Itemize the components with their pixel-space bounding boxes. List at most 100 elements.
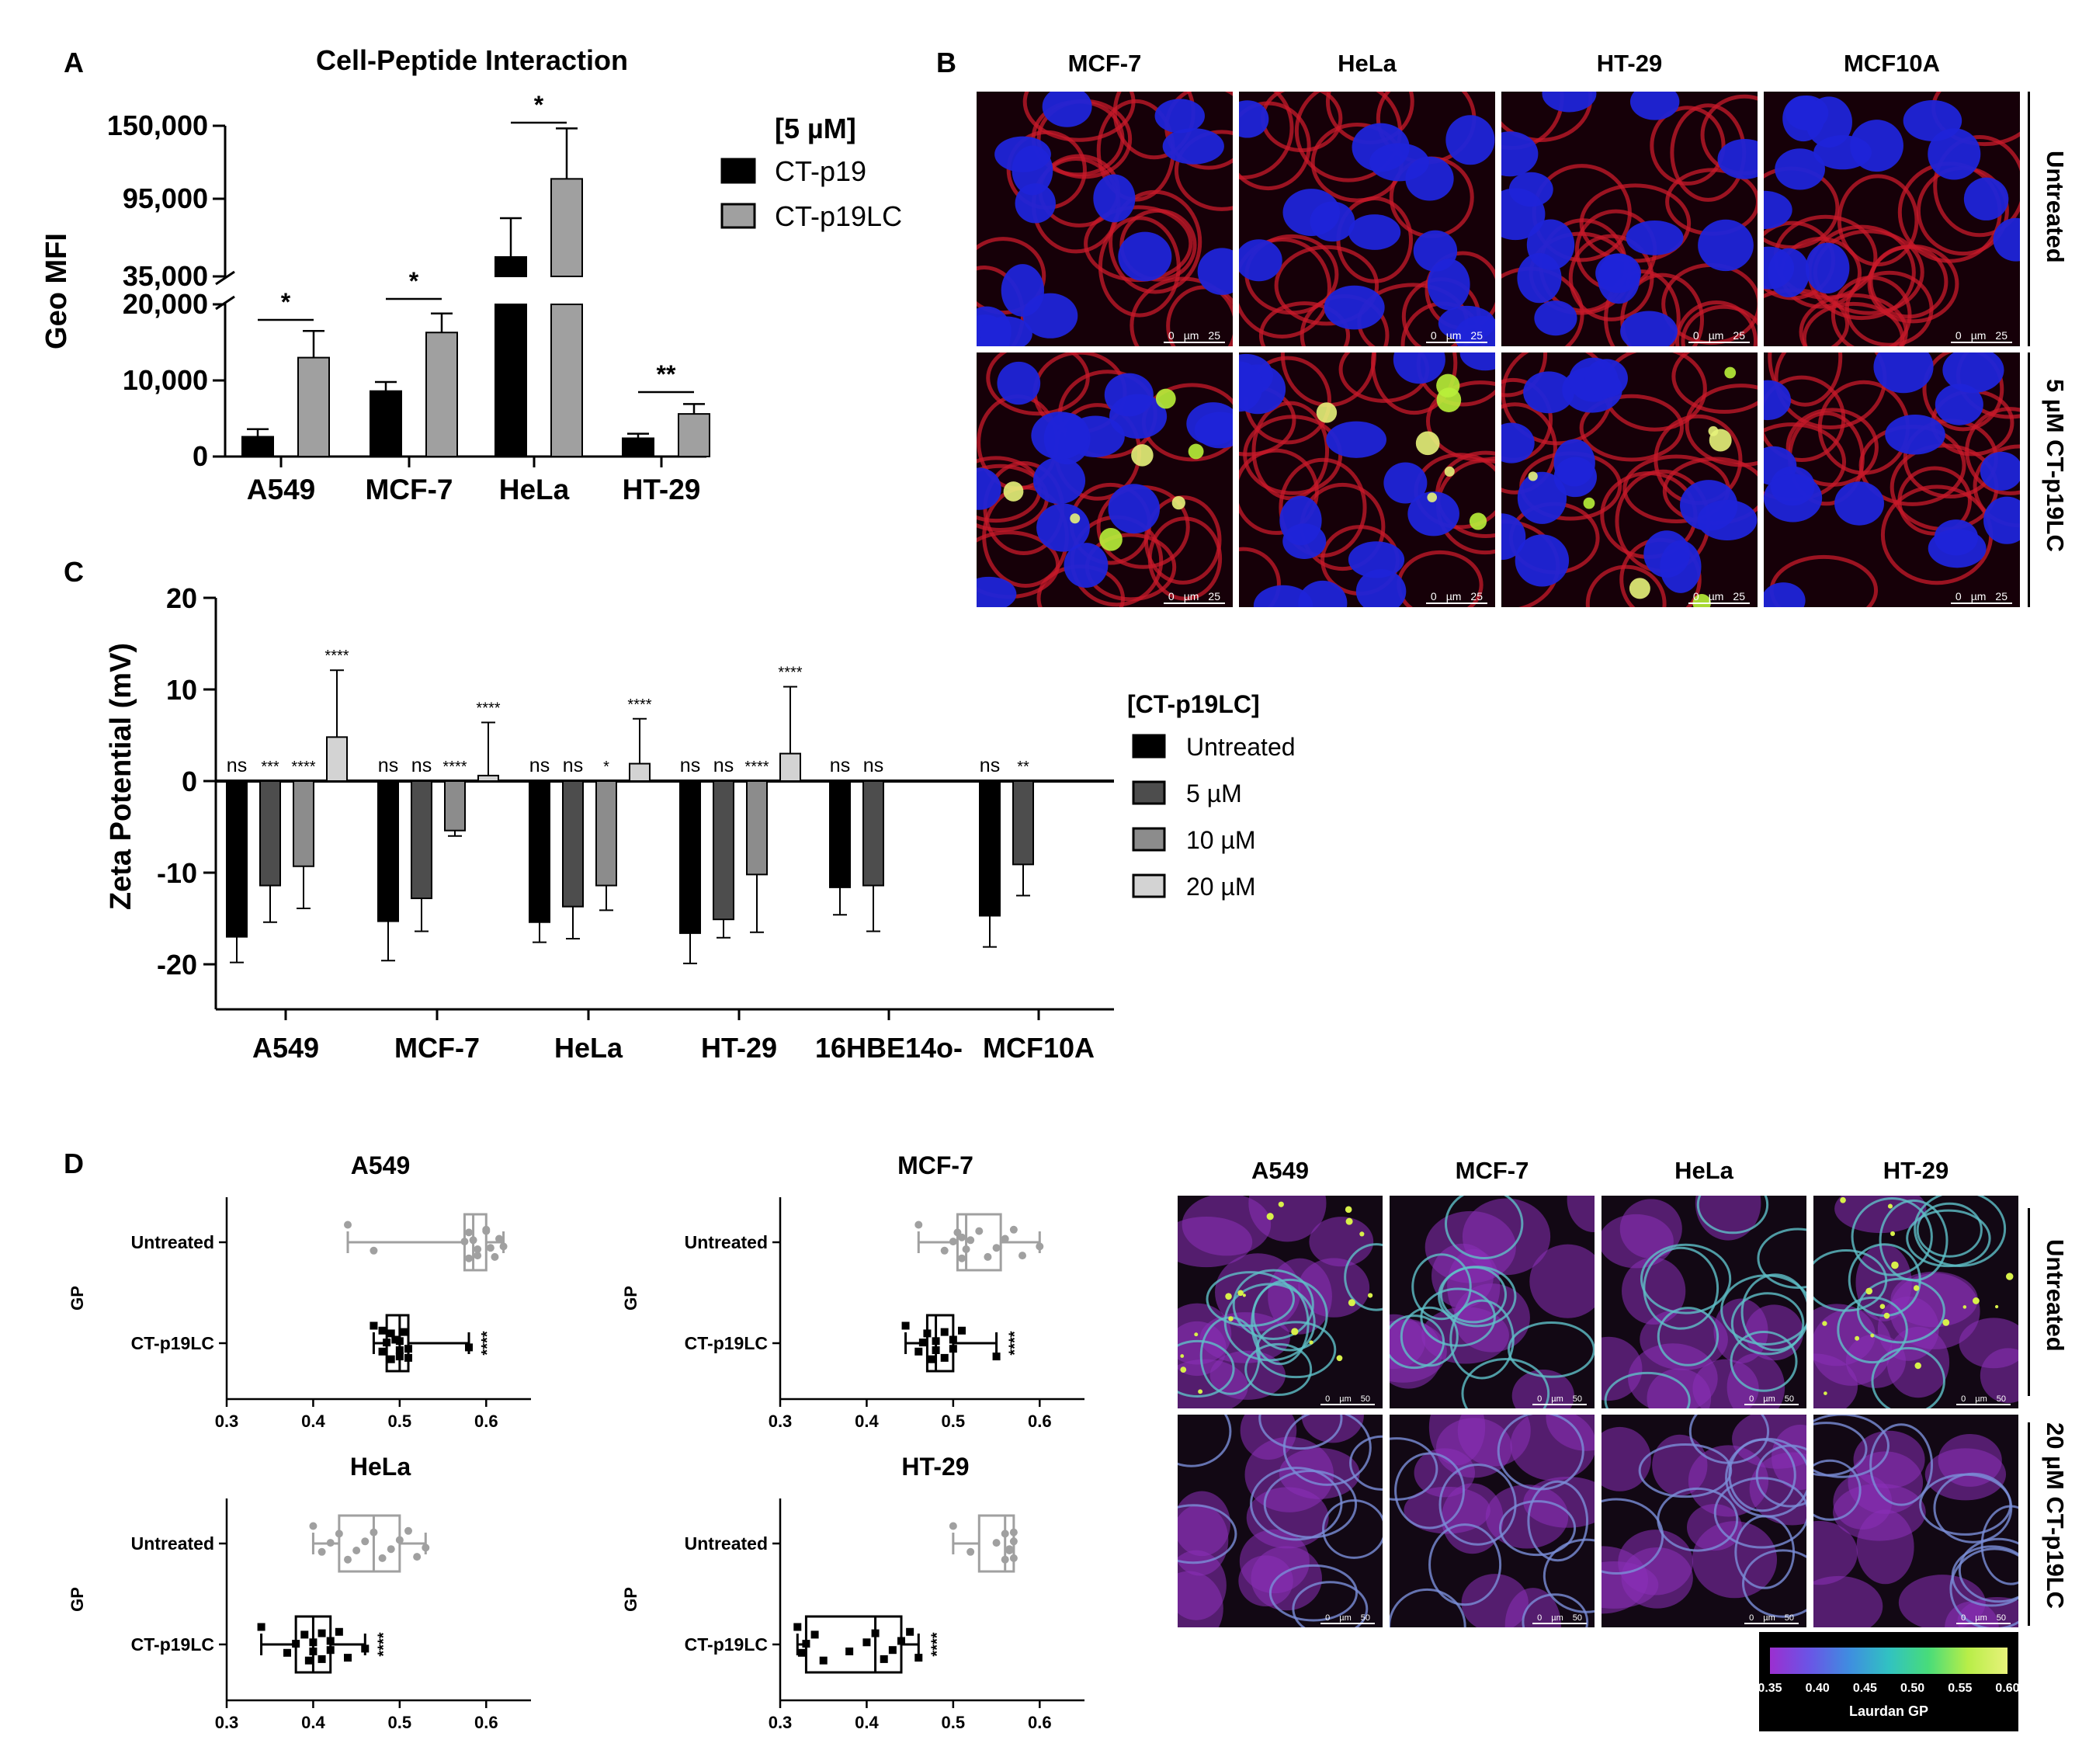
membrane [986, 352, 1090, 416]
membrane [1239, 448, 1319, 535]
micrograph-image [1501, 352, 1758, 607]
nucleus [1352, 123, 1410, 172]
cell-body [1240, 1415, 1297, 1460]
membrane [1858, 425, 1966, 506]
scale-zero: 0 [1749, 1613, 1754, 1623]
bar [713, 780, 734, 921]
panel-d-box-plots: A549 0.3 0.4 0.5 0.6 GP Untreated CT-p19LC **** M… [68, 1151, 1084, 1732]
data-point [958, 1233, 966, 1241]
significance-label: ns [680, 755, 700, 776]
y-tick-label: 95,000 [123, 182, 208, 214]
membrane [1096, 99, 1175, 202]
cell-membrane [1604, 1371, 1691, 1408]
y-tick-label: -20 [157, 949, 197, 981]
cell-body [1622, 1257, 1686, 1325]
membrane [1508, 502, 1600, 575]
data-point [793, 1623, 802, 1631]
scale-value: 50 [1784, 1394, 1794, 1404]
panel-d-column-header: A549 [1251, 1157, 1310, 1184]
cell-membrane [1543, 1538, 1595, 1613]
membrane [1239, 384, 1296, 457]
peptide-signal [1070, 513, 1081, 524]
gp-micrograph-tile: 0 µm 50 [1813, 1196, 2018, 1408]
bar [550, 304, 583, 457]
cell-body [1601, 1214, 1674, 1269]
cell-body [1244, 1436, 1334, 1512]
cell-body [1601, 1336, 1643, 1401]
cell-body [1834, 1196, 1927, 1234]
cell-body [1504, 1588, 1561, 1627]
colorbar-tick-label: 0.50 [1900, 1682, 1925, 1695]
y-tick-label: -10 [157, 857, 197, 889]
membrane [1414, 453, 1495, 530]
scale-zero: 0 [1537, 1613, 1543, 1623]
data-point [802, 1640, 810, 1648]
cell-membrane [1813, 1415, 1890, 1478]
cell-body [1238, 1555, 1293, 1606]
data-point [387, 1545, 395, 1554]
scale-zero: 0 [1692, 329, 1699, 342]
colorbar-tick-label: 0.55 [1948, 1682, 1973, 1695]
nucleus [1501, 422, 1535, 464]
membrane [1897, 161, 2002, 263]
legend-label: CT-p19 [775, 155, 866, 187]
legend-title: [CT-p19LC] [1127, 690, 1260, 718]
data-point [1005, 1545, 1014, 1554]
box [338, 1514, 401, 1573]
data-point [949, 1238, 957, 1246]
significance-label: ns [830, 755, 850, 776]
cell-body [1877, 1296, 1939, 1361]
gp-spot [1291, 1328, 1299, 1335]
cell-body [1441, 1483, 1504, 1554]
data-point [344, 1654, 352, 1662]
nucleus [1805, 242, 1850, 294]
cell-membrane [1206, 1271, 1296, 1328]
significance-label: **** [744, 759, 769, 776]
significance-label: ** [1017, 759, 1029, 776]
legend-swatch [1132, 734, 1166, 759]
y-axis-label: Zeta Potential (mV) [105, 643, 137, 910]
data-point [1009, 1537, 1018, 1546]
cell-body [1248, 1196, 1327, 1242]
membrane [1261, 92, 1343, 152]
nucleus [1239, 364, 1286, 415]
gp-micrograph-image [1601, 1196, 1806, 1408]
cell-body [1268, 1258, 1332, 1335]
data-point [344, 1221, 352, 1229]
nucleus [1568, 357, 1619, 402]
membrane [1897, 466, 1973, 536]
data-point [797, 1648, 806, 1657]
data-point [940, 1353, 949, 1362]
data-point [395, 1337, 404, 1346]
significance-label: **** [928, 1632, 946, 1656]
membrane [1239, 101, 1311, 191]
y-tick-label: 35,000 [123, 260, 208, 292]
nucleus [1698, 219, 1754, 272]
membrane [1916, 165, 2009, 256]
colorbar-tick-label: 0.45 [1852, 1682, 1877, 1695]
gp-spot [1822, 1321, 1827, 1326]
scale-unit: µm [1708, 329, 1724, 342]
nucleus [1310, 201, 1355, 242]
membrane [1700, 94, 1758, 175]
data-point [326, 1539, 335, 1547]
panel-b-column-header: HT-29 [1596, 50, 1663, 77]
gp-micrograph-tile: 0 µm 50 [1178, 1415, 1383, 1627]
membrane [1844, 270, 1934, 346]
data-point [326, 1637, 335, 1645]
membrane [1807, 224, 1916, 321]
data-point [901, 1321, 910, 1330]
nucleus [1032, 457, 1086, 505]
data-point [940, 1328, 949, 1336]
y-axis-label: GP [68, 1286, 87, 1311]
scale-bar: 0 µm 50 [1532, 1613, 1587, 1624]
membrane [1031, 157, 1121, 254]
cell-membrane [1980, 1505, 2018, 1585]
cell-membrane [1461, 1357, 1550, 1408]
nucleus [1459, 352, 1495, 371]
membrane [1604, 269, 1681, 346]
cell-body [1813, 1304, 1876, 1366]
scale-bar: 0 µm 25 [1950, 590, 2012, 604]
nucleus [1813, 135, 1872, 170]
membrane [1615, 469, 1711, 573]
